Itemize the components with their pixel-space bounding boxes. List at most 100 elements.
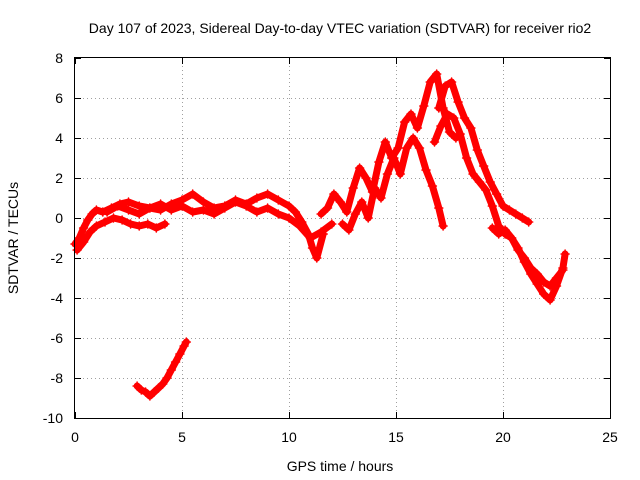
data-point (431, 69, 442, 79)
y-tick-label: -10 (43, 410, 63, 426)
data-point (412, 123, 423, 133)
x-axis-label: GPS time / hours (287, 458, 394, 474)
data-point (361, 173, 371, 183)
data-point (335, 197, 346, 207)
series-arc-2 (72, 213, 170, 255)
data-point (262, 203, 273, 213)
data-point (273, 209, 284, 219)
data-point (558, 265, 568, 275)
data-point (538, 277, 549, 287)
data-point (305, 233, 316, 243)
data-point (162, 373, 172, 383)
series-arc-9 (487, 223, 568, 291)
data-point (316, 209, 326, 219)
data-point (493, 229, 504, 239)
data-point (157, 379, 168, 389)
data-point (140, 387, 151, 397)
data-point (389, 153, 399, 163)
data-point (284, 213, 294, 223)
chart-title: Day 107 of 2023, Sidereal Day-to-day VTE… (89, 20, 592, 36)
data-point (284, 201, 294, 211)
series-markers (106, 201, 333, 239)
data-point (123, 205, 134, 215)
data-point (145, 203, 155, 213)
series-markers (74, 193, 324, 259)
data-series (70, 69, 570, 401)
y-tick-label: 2 (55, 170, 63, 186)
data-point (438, 221, 448, 231)
data-point (369, 183, 380, 193)
data-point (294, 221, 305, 231)
data-point (408, 133, 418, 143)
data-point (125, 219, 136, 229)
data-point (485, 177, 495, 187)
data-point (230, 197, 241, 207)
data-point (134, 201, 144, 211)
data-point (134, 209, 144, 219)
data-point (149, 387, 159, 397)
data-point (442, 109, 453, 119)
series-markers (438, 81, 530, 223)
data-point (181, 337, 192, 347)
data-point (511, 209, 521, 219)
data-point (91, 221, 102, 231)
data-point (170, 357, 181, 367)
data-point (532, 269, 542, 279)
data-point (474, 177, 485, 187)
data-point (160, 219, 170, 229)
data-point (449, 113, 459, 123)
axis-ticks (75, 58, 611, 419)
data-point (123, 197, 134, 207)
plot-frame (74, 57, 611, 419)
x-tick-label: 15 (388, 429, 404, 445)
data-point (436, 121, 446, 131)
data-point (425, 77, 435, 87)
data-point (461, 153, 472, 163)
data-point (481, 185, 491, 195)
data-point (78, 223, 89, 233)
data-point (399, 117, 410, 127)
data-point (406, 109, 416, 119)
data-point (91, 205, 102, 215)
y-tick-label: -2 (51, 250, 64, 266)
data-point (491, 189, 502, 199)
series-arc-3 (102, 197, 337, 243)
data-point (498, 201, 508, 211)
series-arc-7 (434, 77, 534, 227)
data-point (198, 197, 209, 207)
data-point (262, 189, 273, 199)
series-arc-1 (70, 189, 328, 263)
data-point (145, 391, 155, 401)
grid (75, 58, 610, 418)
data-point (252, 207, 262, 217)
data-point (83, 215, 93, 225)
x-tick-label: 5 (178, 429, 186, 445)
data-point (493, 221, 504, 231)
data-point (166, 205, 177, 215)
data-point (468, 169, 478, 179)
x-tick-label: 25 (602, 429, 618, 445)
data-point (446, 77, 457, 87)
data-point (113, 201, 123, 211)
data-point (155, 199, 166, 209)
data-point (344, 225, 354, 235)
y-tick-label: 8 (55, 50, 63, 66)
data-point (87, 209, 97, 219)
series-arc-6 (337, 133, 448, 235)
data-point (459, 113, 470, 123)
data-point (538, 289, 549, 299)
data-point (252, 193, 262, 203)
data-point (100, 217, 110, 227)
data-point (414, 143, 425, 153)
data-point (434, 203, 444, 213)
y-axis-label: SDTVAR / TECUs (5, 182, 21, 294)
data-point (108, 213, 119, 223)
series-arc-5 (316, 69, 461, 219)
y-tick-label: 4 (55, 130, 63, 146)
series-markers (491, 227, 564, 287)
y-tick-label: 0 (55, 210, 63, 226)
data-point (132, 381, 142, 391)
data-point (429, 137, 440, 147)
data-point (453, 97, 463, 107)
